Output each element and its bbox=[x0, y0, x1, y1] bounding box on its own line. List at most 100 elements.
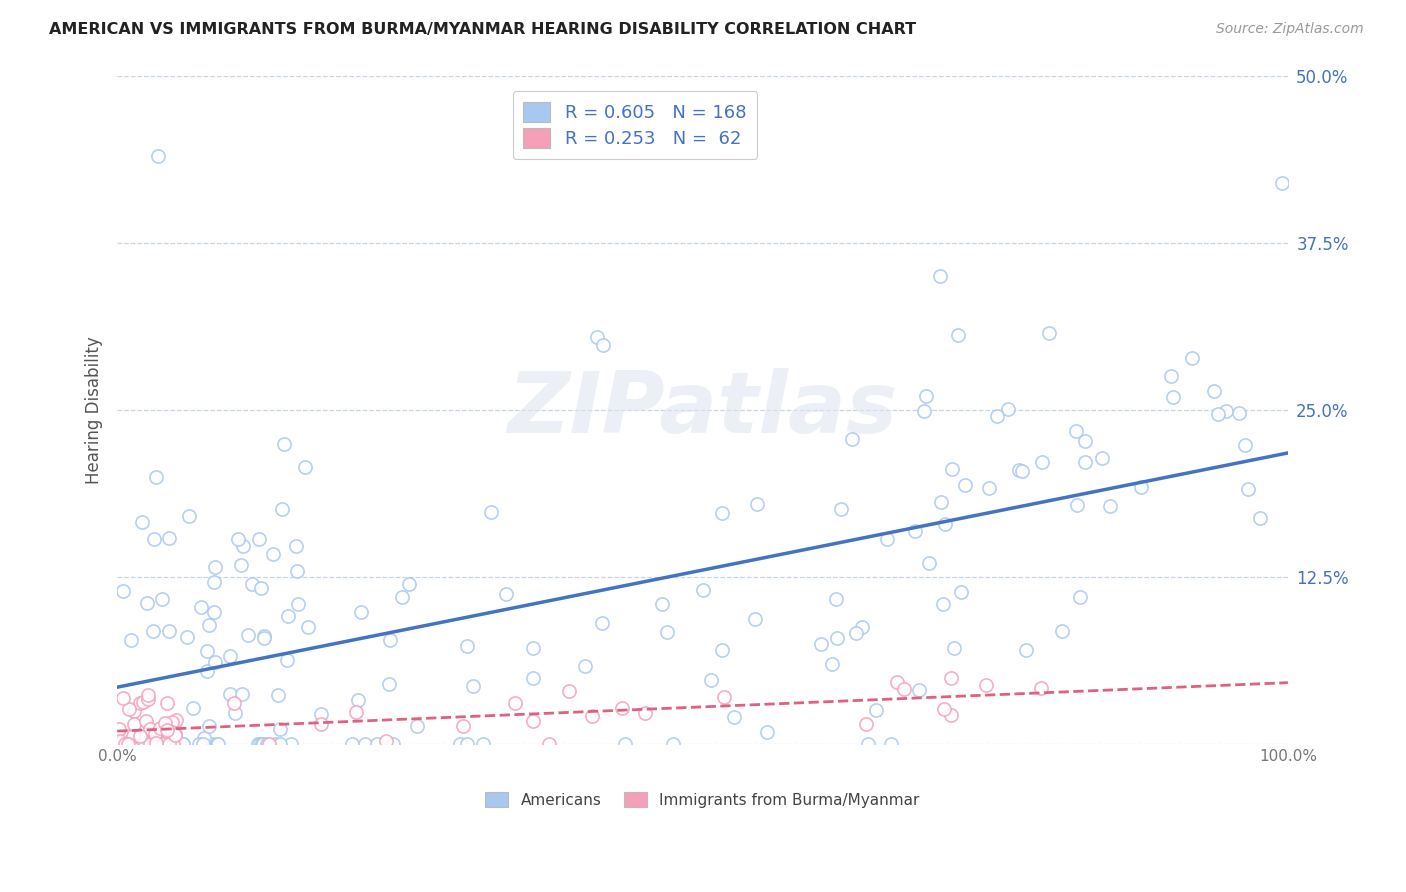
Point bbox=[381, 737, 404, 751]
Point bbox=[122, 717, 145, 731]
Point bbox=[821, 657, 844, 672]
Point bbox=[354, 737, 377, 751]
Point bbox=[537, 737, 560, 751]
Point bbox=[145, 736, 167, 750]
Point bbox=[522, 640, 544, 655]
Point bbox=[114, 737, 136, 751]
Point bbox=[700, 673, 723, 687]
Point bbox=[1015, 642, 1038, 657]
Point bbox=[121, 729, 143, 743]
Y-axis label: Hearing Disability: Hearing Disability bbox=[86, 336, 103, 483]
Point bbox=[934, 702, 956, 716]
Point bbox=[150, 591, 173, 606]
Point bbox=[240, 577, 263, 591]
Point bbox=[112, 690, 135, 705]
Point bbox=[135, 714, 157, 729]
Point bbox=[932, 597, 955, 611]
Point bbox=[207, 737, 229, 751]
Point bbox=[162, 714, 184, 729]
Point bbox=[893, 681, 915, 696]
Text: AMERICAN VS IMMIGRANTS FROM BURMA/MYANMAR HEARING DISABILITY CORRELATION CHART: AMERICAN VS IMMIGRANTS FROM BURMA/MYANMA… bbox=[49, 22, 917, 37]
Point bbox=[159, 624, 181, 638]
Point bbox=[929, 269, 952, 284]
Point bbox=[190, 599, 212, 614]
Point bbox=[634, 706, 657, 720]
Point bbox=[143, 727, 166, 741]
Point bbox=[114, 737, 136, 751]
Point bbox=[139, 723, 162, 737]
Point bbox=[118, 702, 141, 716]
Point bbox=[157, 737, 180, 751]
Point bbox=[160, 725, 183, 739]
Point bbox=[592, 338, 614, 352]
Point bbox=[145, 736, 167, 750]
Point bbox=[651, 597, 673, 611]
Point bbox=[256, 737, 278, 751]
Point bbox=[250, 737, 273, 751]
Point bbox=[108, 722, 131, 736]
Point bbox=[193, 731, 215, 745]
Point bbox=[128, 729, 150, 743]
Point bbox=[581, 708, 603, 723]
Point bbox=[264, 737, 287, 751]
Point bbox=[398, 577, 420, 591]
Point bbox=[285, 539, 308, 553]
Point bbox=[172, 737, 194, 751]
Point bbox=[120, 737, 142, 751]
Point bbox=[1181, 351, 1204, 365]
Point bbox=[108, 734, 131, 748]
Point bbox=[219, 648, 242, 663]
Point bbox=[145, 731, 167, 745]
Point bbox=[505, 696, 527, 710]
Point bbox=[253, 631, 276, 645]
Point bbox=[262, 547, 284, 561]
Point bbox=[1202, 384, 1225, 399]
Point bbox=[249, 581, 271, 595]
Point bbox=[229, 558, 252, 572]
Point bbox=[204, 559, 226, 574]
Point bbox=[456, 737, 478, 751]
Point bbox=[181, 701, 204, 715]
Point bbox=[160, 737, 183, 751]
Point bbox=[195, 644, 218, 658]
Point bbox=[172, 737, 194, 751]
Point bbox=[614, 737, 637, 751]
Point bbox=[107, 737, 129, 751]
Point bbox=[1271, 176, 1294, 190]
Point bbox=[128, 696, 150, 710]
Point bbox=[136, 692, 159, 706]
Point bbox=[231, 687, 253, 701]
Point bbox=[122, 704, 145, 718]
Point bbox=[114, 737, 136, 751]
Point bbox=[148, 721, 170, 735]
Point bbox=[132, 695, 155, 709]
Point bbox=[1227, 406, 1250, 420]
Point bbox=[1038, 326, 1060, 340]
Point bbox=[165, 728, 187, 742]
Point bbox=[845, 626, 868, 640]
Point bbox=[574, 659, 596, 673]
Point bbox=[122, 737, 145, 751]
Point bbox=[163, 718, 186, 732]
Point bbox=[224, 706, 246, 721]
Point bbox=[247, 532, 270, 546]
Point bbox=[456, 640, 478, 654]
Point bbox=[285, 565, 308, 579]
Point bbox=[825, 632, 848, 646]
Point bbox=[479, 505, 502, 519]
Point bbox=[350, 605, 373, 619]
Point bbox=[378, 633, 401, 648]
Point bbox=[886, 675, 908, 690]
Point bbox=[1130, 480, 1153, 494]
Point bbox=[157, 531, 180, 545]
Point bbox=[201, 737, 224, 751]
Point bbox=[269, 737, 291, 751]
Point bbox=[1091, 451, 1114, 466]
Point bbox=[495, 587, 517, 601]
Point bbox=[124, 737, 146, 751]
Point bbox=[222, 696, 245, 710]
Point bbox=[1031, 455, 1053, 469]
Point bbox=[949, 584, 972, 599]
Point bbox=[997, 402, 1019, 417]
Point bbox=[131, 731, 153, 746]
